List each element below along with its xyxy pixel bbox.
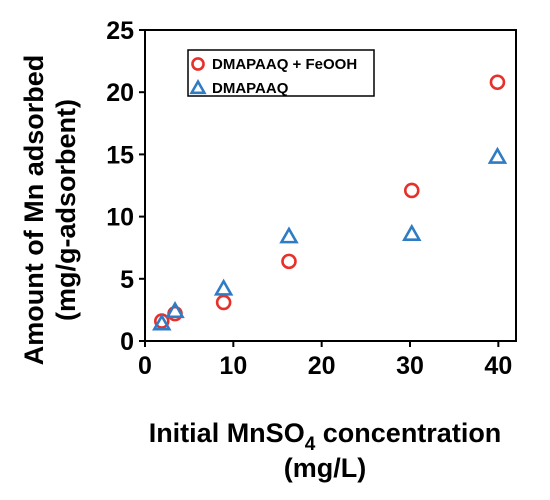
legend: DMAPAAQ + FeOOH DMAPAAQ: [187, 49, 375, 97]
plot-frame: [144, 29, 517, 342]
y-tick-label: 10: [106, 204, 134, 232]
y-tick-label: 15: [106, 141, 134, 169]
x-tick-label: 0: [138, 352, 152, 380]
y-axis-title-line2: (mg/g-adsorbent): [51, 99, 81, 321]
circle-point-series-0: [489, 74, 506, 91]
y-tick-label: 25: [106, 17, 134, 45]
triangle-point-series-1: [213, 278, 234, 296]
x-axis-title-line1: Initial MnSO4 concentration: [149, 418, 502, 455]
legend-label: DMAPAAQ: [212, 80, 289, 97]
y-tick-label: 0: [120, 328, 134, 356]
ticks: 0 10 20 30 40 0 5 10 15 20 25: [106, 17, 512, 380]
x-tick-label: 10: [219, 352, 247, 380]
triangle-point-series-1: [402, 223, 422, 241]
legend-box: [187, 49, 375, 97]
circle-point-series-0: [281, 253, 297, 270]
triangle-point-series-1: [487, 146, 508, 164]
circle-point-series-0: [403, 182, 420, 199]
axes: [144, 29, 517, 342]
x-axis-title-line2: (mg/L): [284, 453, 366, 483]
data-marks: [152, 74, 508, 331]
x-tick-label: 40: [484, 352, 512, 380]
y-axis-title-line1: Amount of Mn adsorbed: [19, 55, 49, 365]
x-tick-label: 30: [396, 352, 424, 380]
legend-label: DMAPAAQ + FeOOH: [212, 56, 357, 73]
y-tick-label: 20: [106, 79, 134, 107]
triangle-point-series-1: [165, 301, 185, 319]
legend-circle-icon: [191, 57, 205, 71]
triangle-point-series-1: [152, 313, 172, 331]
x-tick-label: 20: [308, 352, 336, 380]
circle-point-series-0: [215, 294, 232, 311]
legend-triangle-icon: [189, 79, 207, 95]
triangle-point-series-1: [279, 226, 299, 244]
y-tick-label: 5: [120, 266, 134, 294]
